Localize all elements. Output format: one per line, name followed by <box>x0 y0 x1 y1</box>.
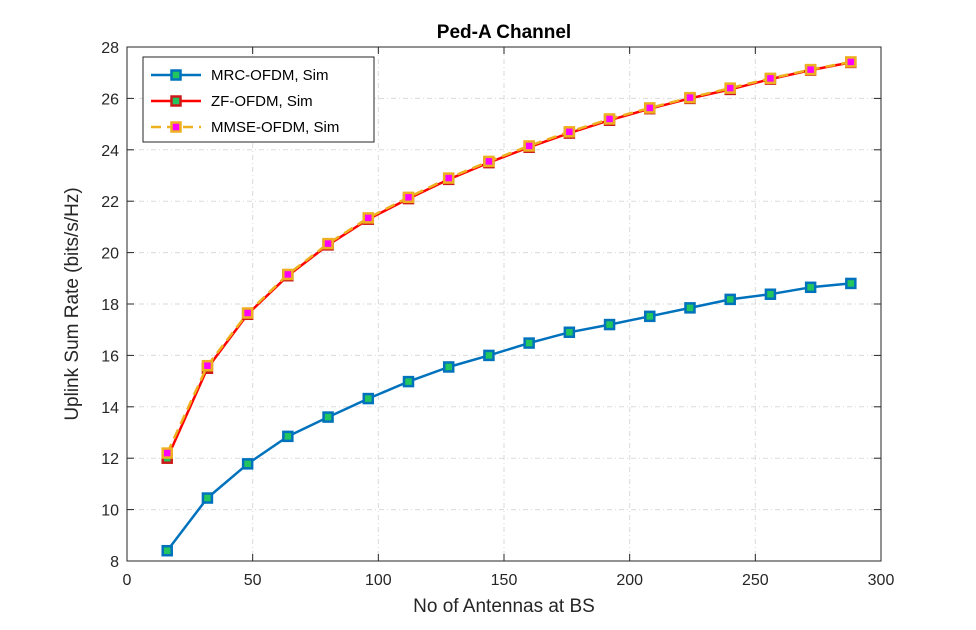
data-point <box>282 268 294 281</box>
y-tick-label: 20 <box>101 246 119 263</box>
data-point <box>724 82 736 94</box>
data-point <box>483 349 495 362</box>
y-tick-label: 18 <box>101 297 119 314</box>
data-point <box>483 155 495 168</box>
data-point <box>241 458 254 470</box>
data-point <box>764 288 777 300</box>
data-point <box>764 72 777 85</box>
y-tick-label: 26 <box>101 91 119 108</box>
data-point <box>201 359 214 372</box>
series-line <box>166 282 851 552</box>
data-point <box>845 56 857 68</box>
x-tick-label: 300 <box>868 572 895 589</box>
x-tick-label: 50 <box>244 572 262 589</box>
legend-label: MMSE-OFDM, Sim <box>211 119 339 136</box>
data-point <box>684 302 696 314</box>
data-point <box>603 318 616 331</box>
data-point <box>362 212 375 224</box>
data-point <box>282 430 294 443</box>
data-point <box>241 307 254 319</box>
series-line <box>166 60 852 454</box>
data-point <box>442 361 455 373</box>
y-axis-label: Uplink Sum Rate (bits/s/Hz) <box>62 187 83 420</box>
data-point <box>402 375 415 388</box>
data-point <box>644 310 656 323</box>
grid <box>127 47 881 561</box>
x-tick-label: 150 <box>491 572 518 589</box>
data-point <box>523 337 535 349</box>
series-layer <box>161 56 857 557</box>
y-tick-label: 24 <box>101 143 119 160</box>
y-tick-label: 8 <box>110 554 119 571</box>
data-point <box>724 293 736 306</box>
y-tick-label: 22 <box>101 194 119 211</box>
x-axis-label: No of Antennas at BS <box>413 596 595 617</box>
x-tick-label: 250 <box>742 572 769 589</box>
x-tick-label: 0 <box>123 572 132 589</box>
legend-marker <box>170 121 182 133</box>
data-point <box>201 492 214 504</box>
legend-label: ZF-OFDM, Sim <box>211 93 313 110</box>
data-point <box>804 63 817 76</box>
legend-marker <box>170 95 182 107</box>
data-point <box>684 91 696 104</box>
data-point <box>442 172 455 184</box>
data-point <box>322 411 334 423</box>
series-2 <box>161 56 857 459</box>
x-tick-label: 100 <box>365 572 392 589</box>
legend-label: MRC-OFDM, Sim <box>211 67 328 84</box>
data-point <box>563 126 576 138</box>
y-tick-label: 16 <box>101 348 119 365</box>
legend-marker <box>170 69 182 81</box>
y-tick-label: 28 <box>101 40 119 57</box>
data-point <box>161 447 173 459</box>
y-tick-label: 10 <box>101 503 119 520</box>
x-tick-label: 200 <box>616 572 643 589</box>
y-tick-label: 12 <box>101 451 119 468</box>
data-point <box>362 392 375 405</box>
legend: MRC-OFDM, Sim ZF-OFDM, Sim MMSE-OFDM, Sim <box>142 56 375 143</box>
data-point <box>563 326 576 339</box>
data-point <box>322 237 334 250</box>
series-0 <box>161 277 857 557</box>
y-tick-label: 14 <box>101 400 119 417</box>
chart-title: Ped-A Channel <box>437 22 571 43</box>
ticks: 0 50 100 150 200 250 300 8 10 12 14 16 18 20 22 24 26 28 <box>101 40 894 589</box>
data-point <box>161 544 173 557</box>
data-point <box>804 281 817 294</box>
data-point <box>402 191 415 204</box>
data-point <box>845 277 857 290</box>
data-point <box>523 140 535 152</box>
data-point <box>644 102 656 114</box>
data-point <box>603 113 616 125</box>
